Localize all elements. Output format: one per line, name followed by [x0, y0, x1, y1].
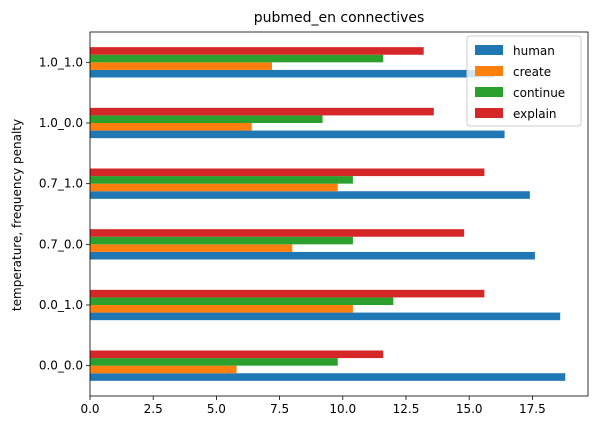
x-tick-label: 15.0 — [456, 402, 483, 416]
bar-continue-0.0_1.0 — [90, 297, 394, 305]
legend-swatch-create — [475, 66, 503, 76]
bar-continue-1.0_1.0 — [90, 54, 384, 63]
legend-box — [466, 35, 582, 127]
bar-explain-0.7_1.0 — [90, 168, 485, 177]
chart-title: pubmed_en connectives — [254, 10, 425, 26]
plot-frame — [89, 31, 589, 397]
bar-continue-0.0_0.0 — [90, 358, 338, 366]
legend: human create continue explain — [466, 35, 582, 127]
legend-label-create: create — [513, 65, 551, 79]
legend-label-continue: continue — [513, 86, 565, 100]
bar-explain-0.0_0.0 — [90, 350, 384, 359]
x-tick-label: 0.0 — [80, 402, 99, 416]
y-tick-label: 1.0_0.0 — [39, 116, 83, 130]
bar-human-1.0_0.0 — [90, 130, 505, 139]
y-axis-label: temperature, frequency penalty — [10, 119, 24, 311]
bar-human-0.7_0.0 — [90, 251, 535, 260]
bar-human-0.0_1.0 — [90, 312, 561, 321]
x-tick-label: 12.5 — [393, 402, 420, 416]
bar-explain-1.0_0.0 — [90, 107, 434, 116]
bar-create-0.0_1.0 — [90, 305, 353, 313]
y-tick-label: 1.0_1.0 — [39, 55, 83, 69]
bar-explain-0.7_0.0 — [90, 229, 465, 237]
bar-human-0.7_1.0 — [90, 191, 530, 199]
legend-swatch-explain — [475, 108, 503, 118]
bar-create-0.7_1.0 — [90, 183, 338, 192]
y-tick-label: 0.7_1.0 — [39, 177, 83, 191]
legend-label-explain: explain — [513, 107, 557, 121]
bars-layer — [90, 47, 566, 381]
bar-create-1.0_0.0 — [90, 123, 252, 131]
x-tick-label: 5.0 — [207, 402, 226, 416]
y-tick-label: 0.7_0.0 — [39, 237, 83, 251]
axes-layer: 0.0 2.5 5.0 7.5 10.0 12.5 15.0 17.5 0.0_0.0 0.0_1… — [39, 31, 589, 416]
y-tick-label: 0.0_0.0 — [39, 359, 83, 373]
bar-create-0.7_0.0 — [90, 244, 293, 252]
x-tick-label: 7.5 — [270, 402, 289, 416]
legend-swatch-human — [475, 45, 503, 55]
y-tick-label: 0.0_1.0 — [39, 298, 83, 312]
bar-create-0.0_0.0 — [90, 365, 237, 374]
bar-continue-0.7_1.0 — [90, 176, 353, 184]
bar-human-0.0_0.0 — [90, 373, 566, 381]
bar-explain-1.0_1.0 — [90, 47, 424, 55]
bar-human-1.0_1.0 — [90, 69, 495, 78]
legend-label-human: human — [513, 44, 555, 58]
bar-continue-1.0_0.0 — [90, 115, 323, 123]
legend-swatch-continue — [475, 87, 503, 97]
x-tick-label: 10.0 — [329, 402, 356, 416]
bar-create-1.0_1.0 — [90, 62, 273, 70]
bar-explain-0.0_1.0 — [90, 289, 485, 298]
x-tick-label: 17.5 — [519, 402, 546, 416]
bar-continue-0.7_0.0 — [90, 236, 353, 245]
x-tick-label: 2.5 — [144, 402, 163, 416]
